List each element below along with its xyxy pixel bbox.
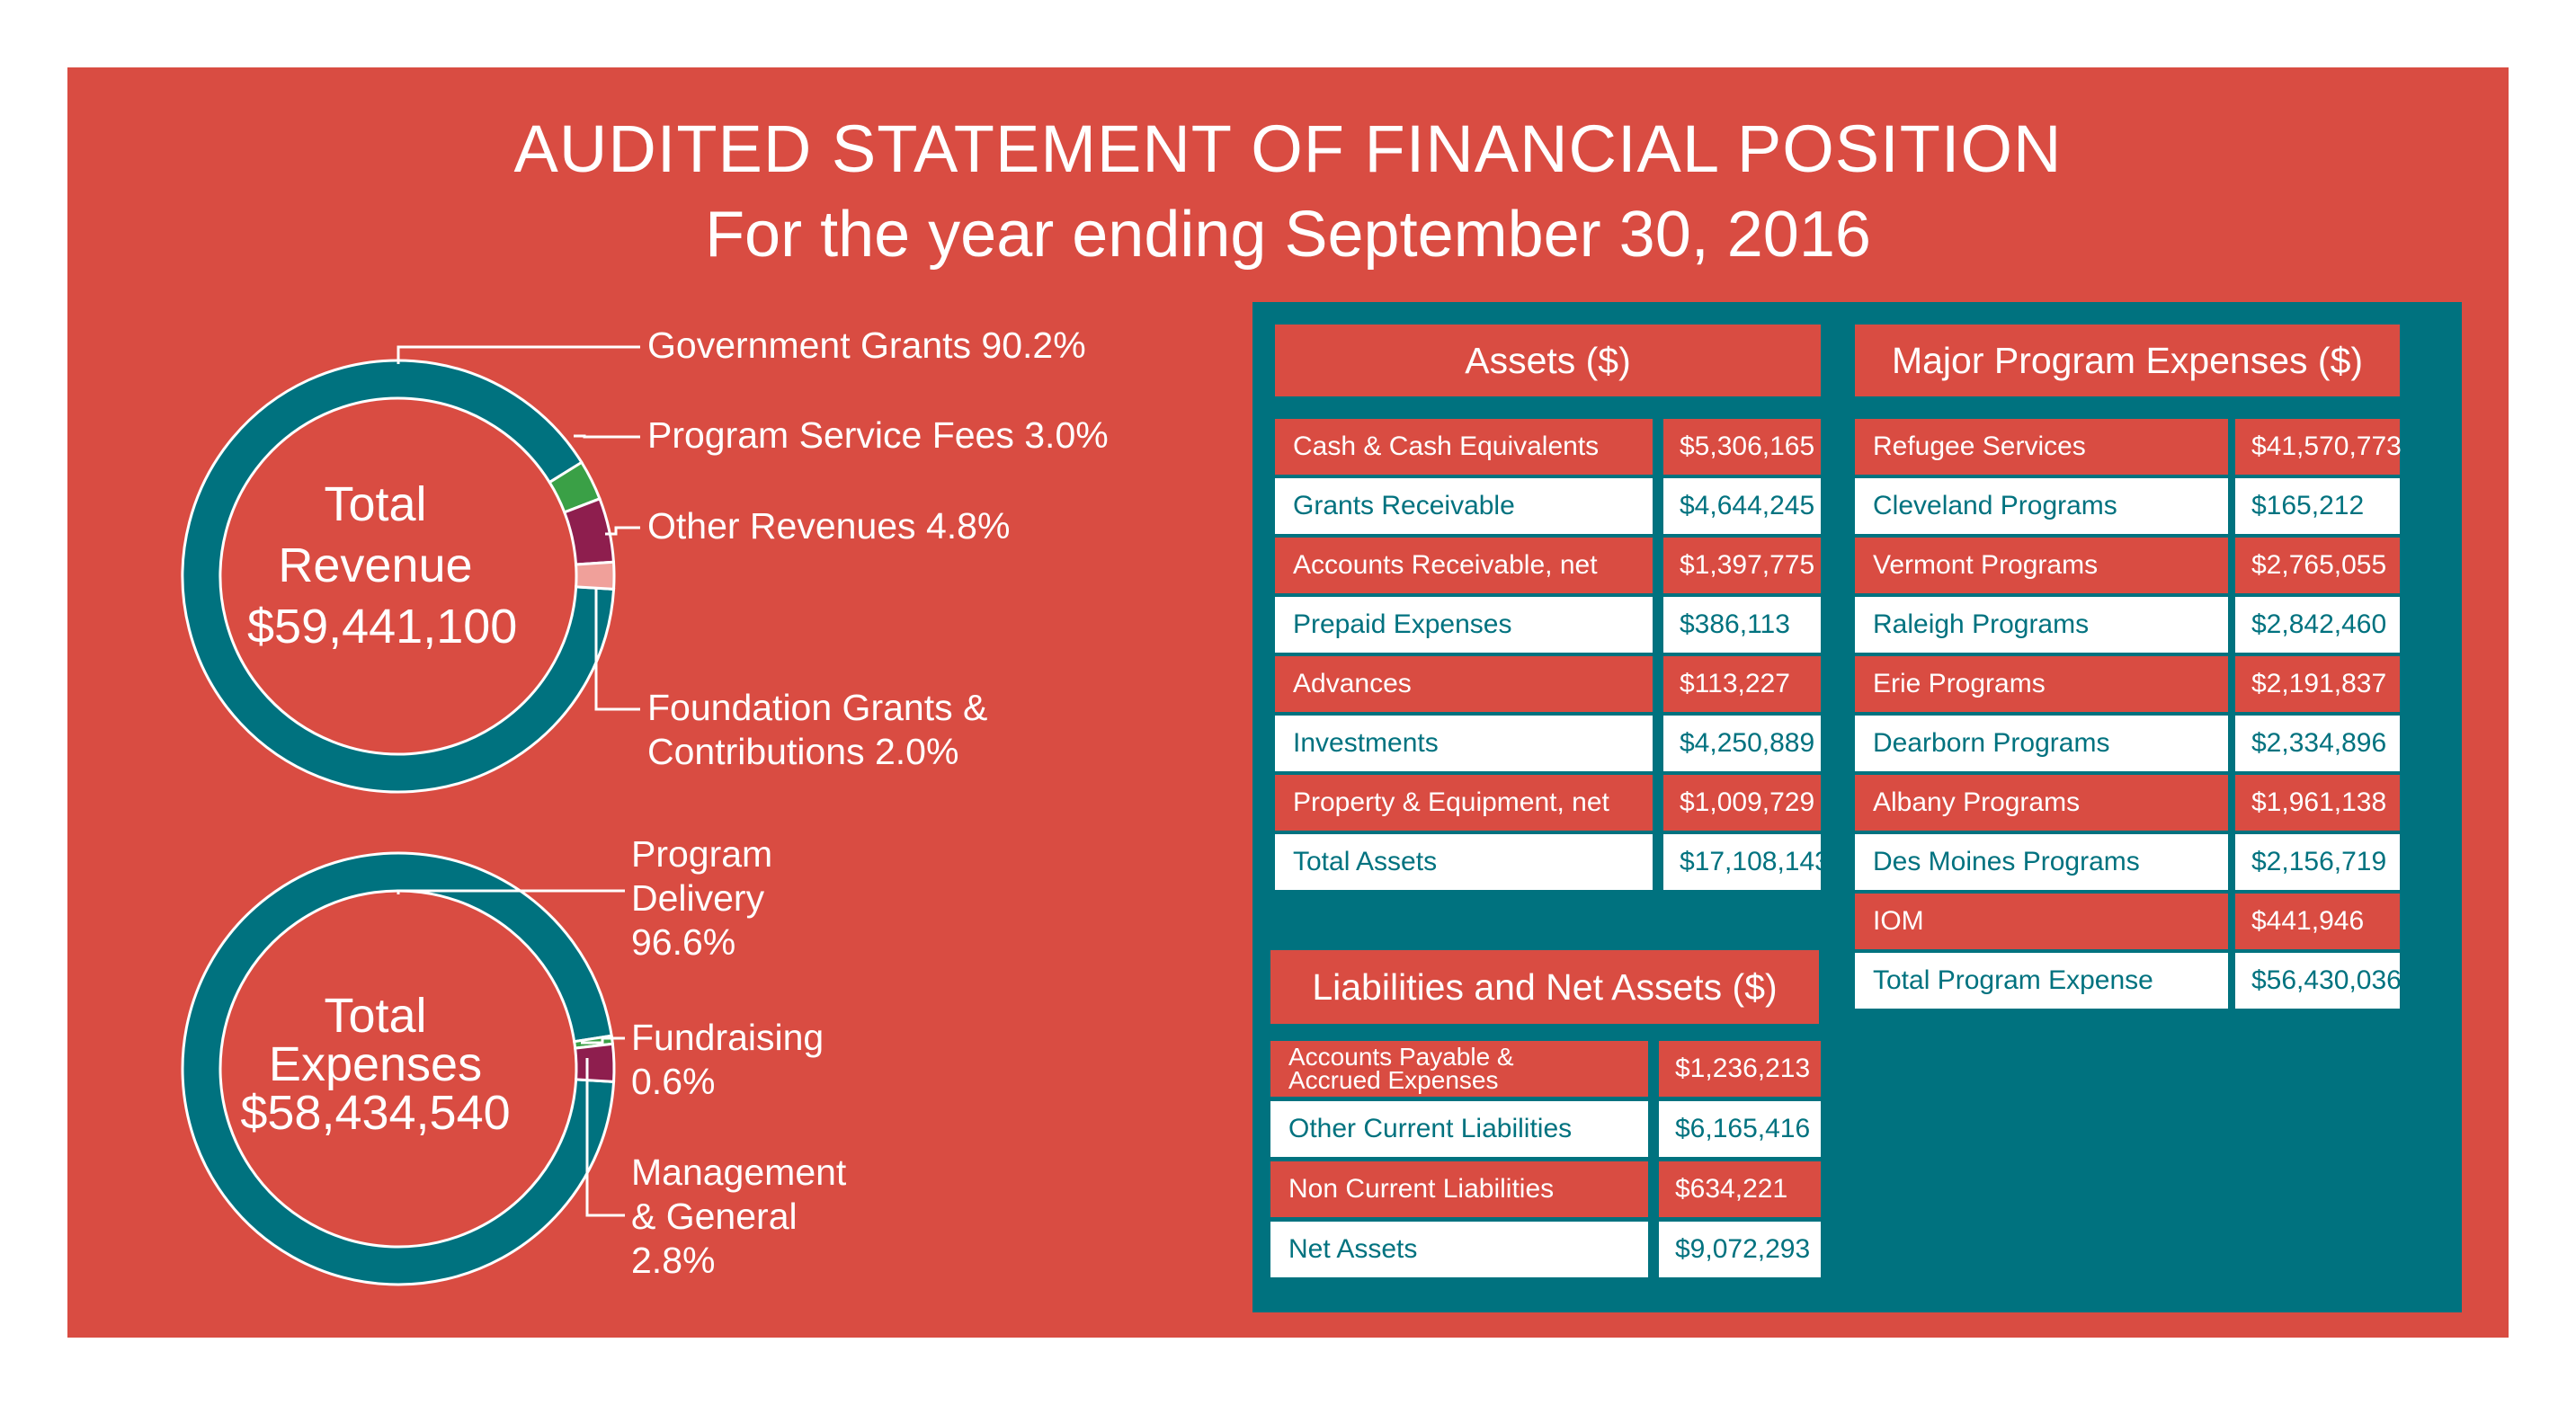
- table-4-row-2-value: $2,765,055: [2235, 538, 2400, 593]
- table-2-row-6-label: Property & Equipment, net: [1275, 775, 1653, 831]
- table-4-row-7-label: Des Moines Programs: [1855, 834, 2228, 890]
- table-2-row-3-label: Prepaid Expenses: [1275, 597, 1653, 653]
- table-2-row-1-value: $4,644,245: [1663, 478, 1821, 534]
- revenue-label-other-revenues: Other Revenues 4.8%: [647, 505, 1011, 547]
- donut-1-leader-1: [581, 1036, 625, 1045]
- table-4-row-1-value: $165,212: [2235, 478, 2400, 534]
- table-4-row-8-value: $441,946: [2235, 894, 2400, 949]
- table-4-row-0-label: Refugee Services: [1855, 419, 2228, 475]
- donut-0-leader-0: [397, 345, 640, 364]
- table-3-row-3-label: Net Assets: [1270, 1222, 1648, 1277]
- table-3-row-0-label: Accounts Payable & Accrued Expenses: [1270, 1041, 1648, 1097]
- table-3-row-1-label: Other Current Liabilities: [1270, 1101, 1648, 1157]
- donut-0-slice-1: [548, 460, 602, 514]
- table-4-row-8-label: IOM: [1855, 894, 2228, 949]
- table-2-row-4-value: $113,227: [1663, 656, 1821, 712]
- table-4-row-6-label: Albany Programs: [1855, 775, 2228, 831]
- infographic-panel: AUDITED STATEMENT OF FINANCIAL POSITION …: [67, 67, 2509, 1338]
- expenses-label-program-delivery: Program Delivery 96.6%: [631, 833, 773, 963]
- donut-0-leader-1: [574, 434, 640, 439]
- revenue-center-label: Total Revenue $59,441,100: [247, 477, 518, 654]
- table-2-row-7-value: $17,108,143: [1663, 834, 1830, 890]
- table-4-row-2-label: Vermont Programs: [1855, 538, 2228, 593]
- donut-1-leader-0: [397, 889, 625, 894]
- table-3-row-3-value: $9,072,293: [1659, 1222, 1821, 1277]
- donut-1-slice-2: [574, 1042, 616, 1083]
- table-4-row-4-label: Erie Programs: [1855, 656, 2228, 712]
- table-4-row-3-value: $2,842,460: [2235, 597, 2400, 653]
- table-4-row-5-value: $2,334,896: [2235, 716, 2400, 771]
- table-3-row-0-value: $1,236,213: [1659, 1041, 1821, 1097]
- table-2-row-2-label: Accounts Receivable, net: [1275, 538, 1653, 593]
- revenue-label-government-grants: Government Grants 90.2%: [647, 325, 1086, 366]
- table-4-row-9-label: Total Program Expense: [1855, 953, 2228, 1009]
- table-4-row-5-label: Dearborn Programs: [1855, 716, 2228, 771]
- table-4-row-7-value: $2,156,719: [2235, 834, 2400, 890]
- table-2-row-0-value: $5,306,165: [1663, 419, 1821, 475]
- table-3-row-2-value: $634,221: [1659, 1161, 1821, 1217]
- table-3-row-1-value: $6,165,416: [1659, 1101, 1821, 1157]
- page-subtitle: For the year ending September 30, 2016: [705, 199, 1871, 271]
- table-2-row-5-value: $4,250,889: [1663, 716, 1821, 771]
- table-2-row-1-label: Grants Receivable: [1275, 478, 1653, 534]
- table-4-row-9-value: $56,430,036: [2235, 953, 2402, 1009]
- table-4-row-0-value: $41,570,773: [2235, 419, 2402, 475]
- expenses-center-label: Total Expenses $58,434,540: [240, 989, 511, 1140]
- page-title: AUDITED STATEMENT OF FINANCIAL POSITION: [513, 111, 2063, 186]
- table-2-row-5-label: Investments: [1275, 716, 1653, 771]
- table-2-row-7-label: Total Assets: [1275, 834, 1653, 890]
- table-2-row-3-value: $386,113: [1663, 597, 1821, 653]
- expenses-label-fundraising: Fundraising 0.6%: [631, 1017, 824, 1102]
- revenue-label-foundation-grants: Foundation Grants & Contributions 2.0%: [647, 687, 988, 772]
- table-2-header: Assets ($): [1275, 325, 1821, 396]
- table-4-row-4-value: $2,191,837: [2235, 656, 2400, 712]
- table-4-header: Major Program Expenses ($): [1855, 325, 2400, 396]
- donut-0-leader-2: [605, 526, 640, 536]
- table-2-row-0-label: Cash & Cash Equivalents: [1275, 419, 1653, 475]
- table-4-row-3-label: Raleigh Programs: [1855, 597, 2228, 653]
- donut-0-slice-2: [562, 496, 616, 566]
- table-2-row-2-value: $1,397,775: [1663, 538, 1821, 593]
- table-2-row-6-value: $1,009,729: [1663, 775, 1821, 831]
- table-3-row-2-label: Non Current Liabilities: [1270, 1161, 1648, 1217]
- donut-0-slice-3: [574, 560, 616, 591]
- table-4-row-1-label: Cleveland Programs: [1855, 478, 2228, 534]
- table-2-row-4-label: Advances: [1275, 656, 1653, 712]
- table-3-header: Liabilities and Net Assets ($): [1270, 950, 1819, 1024]
- donut-1-slice-1: [572, 1034, 615, 1050]
- donut-1-leader-2: [585, 1058, 625, 1217]
- table-4-row-6-value: $1,961,138: [2235, 775, 2400, 831]
- expenses-label-management-general: Management & General 2.8%: [631, 1152, 847, 1281]
- revenue-label-program-service-fees: Program Service Fees 3.0%: [647, 414, 1109, 456]
- donut-0-leader-3: [594, 589, 640, 711]
